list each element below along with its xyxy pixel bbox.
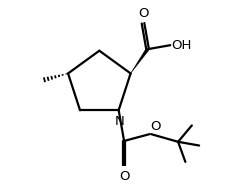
Text: O: O [138, 7, 148, 20]
Text: OH: OH [172, 39, 192, 52]
Polygon shape [131, 48, 149, 73]
Text: O: O [150, 120, 161, 133]
Text: O: O [119, 170, 129, 183]
Text: N: N [115, 115, 124, 128]
